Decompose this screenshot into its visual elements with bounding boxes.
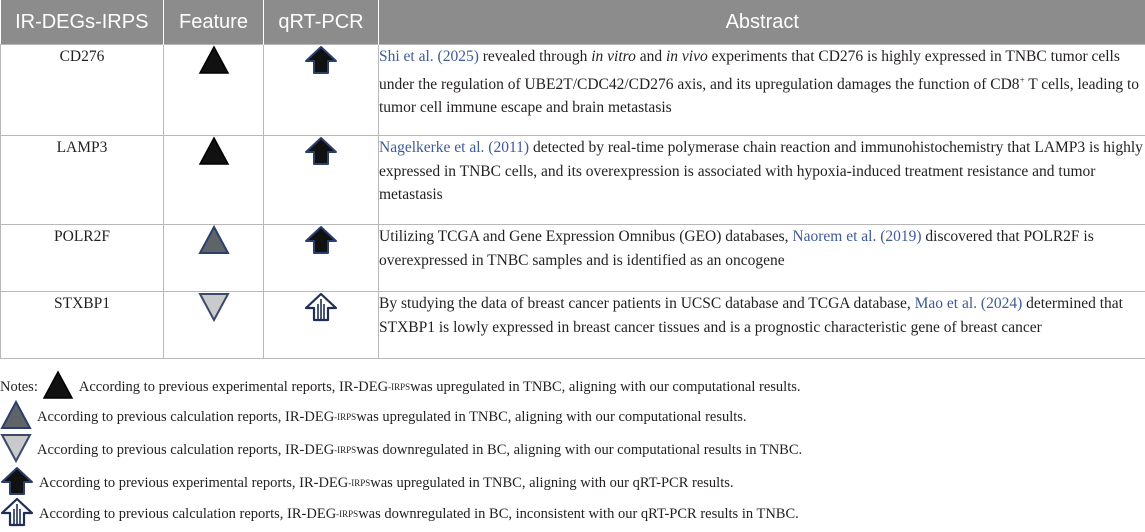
header-qrtpcr: qRT-PCR: [264, 0, 379, 45]
table-row: STXBP1 By studying the data of breast ca…: [1, 292, 1145, 359]
gene-name: POLR2F: [1, 225, 164, 292]
abstract-italic: in vitro: [591, 48, 636, 65]
triangle-down-light-icon: [198, 309, 230, 326]
abstract-text: Utilizing TCGA and Gene Expression Omnib…: [379, 228, 792, 245]
abstract-cell: By studying the data of breast cancer pa…: [379, 292, 1145, 359]
triangle-up-black-icon: [198, 62, 230, 79]
note-text: was upregulated in TNBC, aligning with o…: [410, 379, 800, 396]
note-text: was upregulated in TNBC, aligning with o…: [370, 475, 733, 492]
arrow-up-black-outlined-icon: [304, 153, 338, 170]
triangle-up-gray-icon: [198, 242, 230, 259]
note-text: was upregulated in TNBC, aligning with o…: [356, 409, 746, 426]
header-feature: Feature: [164, 0, 264, 45]
triangle-down-light-icon: [0, 433, 37, 468]
citation-link[interactable]: Naorem et al. (2019): [792, 228, 921, 245]
abstract-cell: Shi et al. (2025) revealed through in vi…: [379, 45, 1145, 136]
notes-label: Notes:: [0, 379, 38, 396]
citation-link[interactable]: Nagelkerke et al. (2011): [379, 139, 529, 156]
qpcr-cell: [264, 292, 379, 359]
triangle-up-black-icon: [198, 153, 230, 170]
gene-name: LAMP3: [1, 136, 164, 225]
note-text: According to previous experimental repor…: [79, 379, 388, 396]
abstract-text: By studying the data of breast cancer pa…: [379, 295, 915, 312]
note-subscript: -IRPS: [336, 509, 358, 519]
note-text: was downregulated in BC, inconsistent wi…: [358, 506, 799, 523]
header-gene: IR-DEGs-IRPS: [1, 0, 164, 45]
gene-name: STXBP1: [1, 292, 164, 359]
feature-cell: [164, 225, 264, 292]
arrow-up-hollow-striped-icon: [0, 497, 39, 532]
note-text: According to previous experimental repor…: [39, 475, 348, 492]
qpcr-cell: [264, 136, 379, 225]
gene-table: IR-DEGs-IRPS Feature qRT-PCR Abstract CD…: [0, 0, 1145, 359]
abstract-italic: in vivo: [666, 48, 708, 65]
table-row: CD276 Shi et al. (2025) revealed through…: [1, 45, 1145, 136]
note-subscript: -IRPS: [388, 382, 410, 392]
citation-link[interactable]: Shi et al. (2025): [379, 48, 479, 65]
feature-cell: [164, 292, 264, 359]
note-item: According to previous calculation report…: [0, 499, 799, 529]
abstract-text: revealed through: [479, 48, 591, 65]
table-row: LAMP3 Nagelkerke et al. (2011) detected …: [1, 136, 1145, 225]
note-item: Notes: According to previous experimenta…: [0, 372, 801, 402]
qpcr-cell: [264, 45, 379, 136]
note-text: was downregulated in BC, aligning with o…: [356, 442, 802, 459]
note-item: According to previous calculation report…: [0, 435, 802, 465]
triangle-up-gray-icon: [0, 400, 37, 435]
arrow-up-black-outlined-icon: [304, 242, 338, 259]
gene-name: CD276: [1, 45, 164, 136]
citation-link[interactable]: Mao et al. (2024): [915, 295, 1023, 312]
note-item: According to previous experimental repor…: [0, 468, 734, 498]
header-abstract: Abstract: [379, 0, 1145, 45]
note-text: According to previous calculation report…: [37, 409, 334, 426]
table-row: POLR2F Utilizing TCGA and Gene Expressio…: [1, 225, 1145, 292]
note-subscript: -IRPS: [334, 412, 356, 422]
note-subscript: -IRPS: [348, 478, 370, 488]
abstract-cell: Utilizing TCGA and Gene Expression Omnib…: [379, 225, 1145, 292]
arrow-up-hollow-striped-icon: [304, 309, 338, 326]
qpcr-cell: [264, 225, 379, 292]
abstract-cell: Nagelkerke et al. (2011) detected by rea…: [379, 136, 1145, 225]
note-item: According to previous calculation report…: [0, 402, 747, 432]
abstract-text: and: [636, 48, 666, 65]
feature-cell: [164, 136, 264, 225]
feature-cell: [164, 45, 264, 136]
arrow-up-black-outlined-icon: [304, 62, 338, 79]
note-text: According to previous calculation report…: [37, 442, 334, 459]
note-subscript: -IRPS: [334, 445, 356, 455]
note-text: According to previous calculation report…: [39, 506, 336, 523]
triangle-up-black-icon: [42, 370, 79, 405]
header-row: IR-DEGs-IRPS Feature qRT-PCR Abstract: [1, 0, 1145, 45]
arrow-up-black-outlined-icon: [0, 466, 39, 501]
